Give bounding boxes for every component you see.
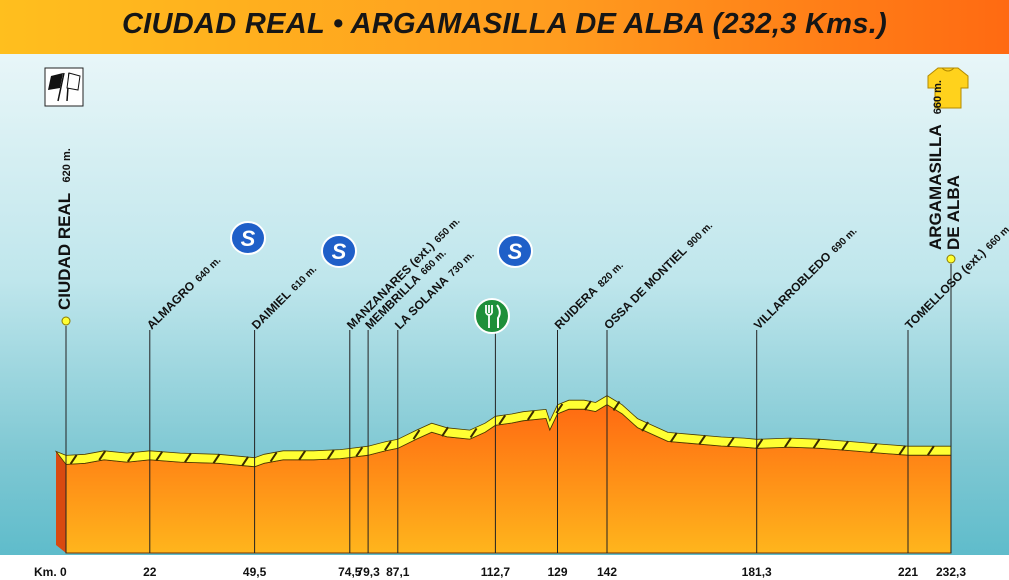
waypoint-label: ALMAGRO640 m. (144, 253, 223, 332)
title-banner: CIUDAD REAL • ARGAMASILLA DE ALBA (232,3… (0, 0, 1009, 54)
road-hatch-mark (412, 429, 421, 440)
road-hatch-mark (326, 449, 335, 460)
km-label: 232,3 (936, 565, 966, 579)
waypoint-altitude: 660 m. (984, 222, 1009, 252)
sprint-s-icon: S (497, 234, 533, 268)
road-hatch-mark (241, 456, 249, 467)
start-altitude: 620 m. (61, 148, 73, 182)
waypoint-altitude: 610 m. (289, 264, 319, 294)
km-axis-strip (0, 555, 1009, 580)
road-hatch-mark (69, 454, 78, 465)
svg-text:ARGAMASILLA 660 m.: ARGAMASILLA 660 m. (926, 80, 945, 250)
fork-knife-icon (474, 298, 510, 334)
sprint-s-icon: S (321, 234, 357, 268)
waypoint-altitude: 640 m. (194, 255, 224, 285)
road-hatch-mark (641, 421, 649, 432)
road-hatch-mark (755, 438, 764, 449)
yellow-jersey-icon (927, 67, 969, 109)
road-hatch-mark (669, 432, 678, 443)
waypoint-label: DAIMIEL610 m. (249, 262, 319, 332)
waypoint-altitude: 820 m. (596, 260, 626, 290)
waypoint-altitude: 900 m. (685, 220, 715, 250)
profile-area (65, 404, 952, 554)
waypoint-name: DAIMIEL610 m. (249, 262, 319, 332)
finish-marker-dot (946, 254, 956, 264)
road-hatch-mark (98, 450, 107, 461)
svg-text:CIUDAD REAL 620 m.: CIUDAD REAL 620 m. (55, 148, 74, 310)
svg-text:S: S (332, 239, 347, 264)
svg-text:S: S (508, 239, 523, 264)
road-hatch-mark (498, 414, 507, 425)
km-label: 79,3 (356, 565, 380, 579)
km-label: 49,5 (243, 565, 267, 579)
waypoint-altitude: 730 m. (447, 249, 477, 279)
svg-text:S: S (241, 226, 256, 251)
waypoint-altitude: 650 m. (433, 216, 463, 246)
finish-altitude: 660 m. (932, 80, 944, 114)
road-hatch-mark (384, 440, 392, 451)
road-hatch-mark (841, 440, 849, 451)
km-label: Km. 0 (34, 565, 67, 579)
stage-title: CIUDAD REAL • ARGAMASILLA DE ALBA (232,3… (121, 8, 888, 40)
km-label: 129 (547, 565, 567, 579)
sprint-s-icon: S (230, 221, 266, 255)
km-label: 22 (143, 565, 157, 579)
km-label: 112,7 (481, 565, 511, 579)
finish-name-line2: DE ALBA (944, 175, 963, 250)
waypoint-name: ALMAGRO640 m. (144, 253, 223, 332)
road-hatch-mark (155, 450, 164, 462)
road-hatch-mark (898, 445, 907, 456)
waypoint-name: VILLARROBLEDO690 m. (751, 223, 860, 332)
km-label: 74,5 (338, 565, 362, 579)
finish-label: ARGAMASILLA 660 m. DE ALBA (926, 80, 963, 250)
road-hatch-mark (298, 450, 307, 461)
road-hatch-mark (184, 452, 192, 463)
start-label: CIUDAD REAL 620 m. (55, 148, 74, 310)
km-label: 181,3 (742, 565, 772, 579)
start-name: CIUDAD REAL (55, 193, 74, 310)
start-marker-dot (61, 316, 71, 326)
km-label: 142 (597, 565, 617, 579)
profile-side-face (56, 451, 66, 553)
finish-name-line1: ARGAMASILLA (926, 125, 945, 250)
road-hatch-mark (726, 436, 735, 448)
road-hatch-mark (869, 443, 878, 454)
road-hatch-mark (926, 445, 935, 456)
km-label: 87,1 (386, 565, 410, 579)
road-hatch-mark (784, 437, 792, 448)
waypoint-label-group: ALMAGRO640 m.DAIMIEL610 m. MANZANARES (ex… (144, 214, 1009, 333)
km-label: 221 (898, 565, 918, 579)
road-hatch-mark (584, 400, 592, 411)
waypoint-line-group (65, 264, 952, 553)
waypoint-altitude: 690 m. (830, 226, 860, 256)
road-hatch-mark (812, 438, 821, 449)
road-hatch-mark (612, 400, 621, 411)
waypoint-label: VILLARROBLEDO690 m. (751, 223, 860, 332)
road-hatch-mark (355, 446, 364, 457)
road-hatch-mark (212, 453, 221, 464)
road-hatch-mark (698, 434, 707, 445)
road-hatch-mark (441, 426, 449, 437)
checkered-flags-icon (44, 67, 84, 107)
road-hatch-mark (469, 427, 478, 438)
road-hatch-mark (526, 410, 535, 421)
road-hatch-mark (269, 451, 278, 463)
km-label-group: Km. 0 22 49,5 74,579,3 87,1 112,7 129 142 181,3 2… (34, 565, 966, 579)
road-hatch-mark (126, 452, 135, 463)
